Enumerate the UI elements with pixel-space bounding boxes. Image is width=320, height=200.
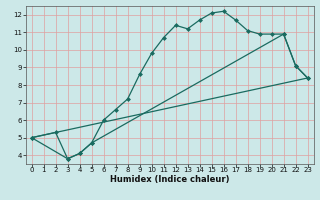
X-axis label: Humidex (Indice chaleur): Humidex (Indice chaleur) (110, 175, 229, 184)
